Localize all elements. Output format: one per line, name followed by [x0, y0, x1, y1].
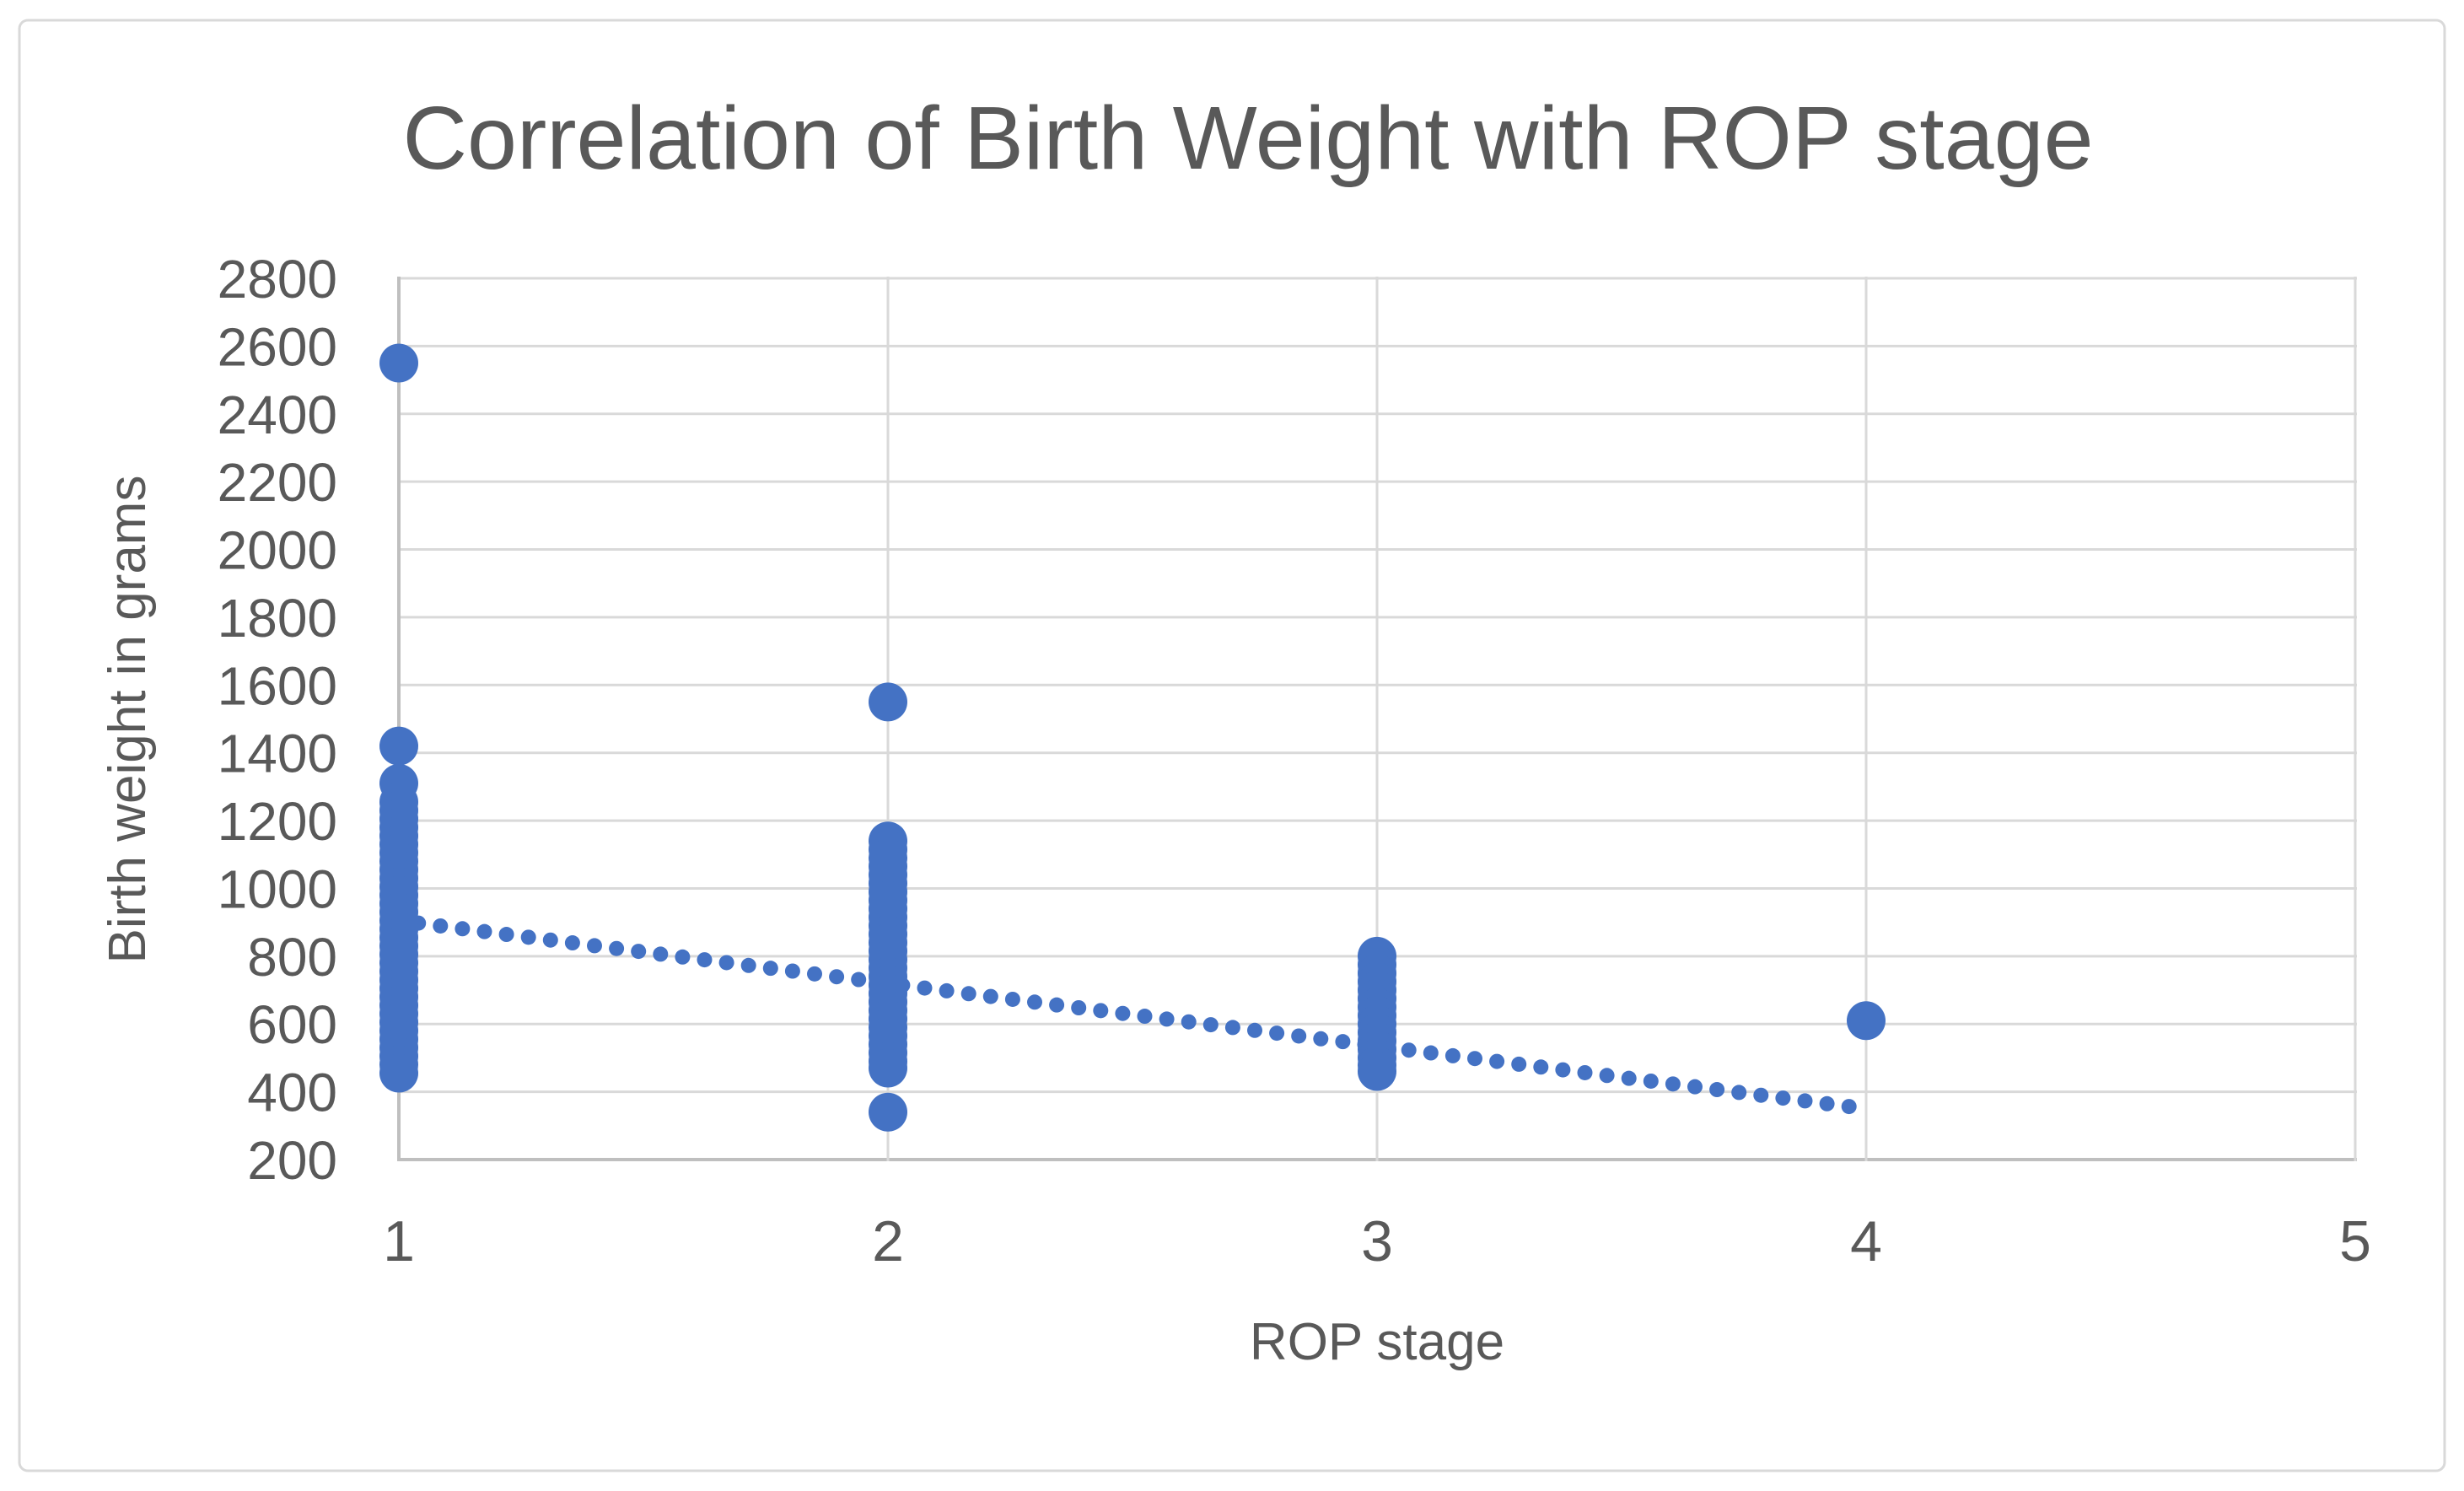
trendline-dot [1313, 1031, 1329, 1047]
trendline-dot [807, 966, 822, 982]
trendline-dot [1181, 1014, 1197, 1030]
y-tick-label: 1800 [218, 588, 337, 649]
trendline-dot [1709, 1082, 1725, 1098]
trendline-dot [1137, 1009, 1153, 1025]
trendline-dot [1731, 1085, 1747, 1101]
y-tick-label: 1200 [218, 791, 337, 852]
trendline-dot [564, 935, 580, 951]
trendline-dot [1335, 1034, 1351, 1050]
trendline-dot [1775, 1090, 1791, 1106]
trendline-dot [1027, 994, 1042, 1010]
y-tick-label: 400 [247, 1063, 337, 1123]
scatter-point [379, 1053, 418, 1093]
trendline-dot [433, 918, 449, 934]
trendline-dot [1797, 1093, 1813, 1109]
chart-title: Correlation of Birth Weight with ROP sta… [402, 89, 2093, 188]
y-tick-label: 2800 [218, 249, 337, 310]
trendline-dot [1269, 1025, 1285, 1042]
x-tick-label: 1 [383, 1209, 415, 1273]
trendline-dot [653, 946, 669, 962]
trendline-dot [1533, 1059, 1549, 1075]
trendline-dot [1159, 1011, 1175, 1027]
y-tick-label: 2200 [218, 452, 337, 513]
trendline-dot [1004, 991, 1020, 1007]
trendline-dot [762, 961, 778, 977]
trendline-dot [1621, 1070, 1637, 1086]
trendline-dot [1093, 1003, 1109, 1019]
trendline-dot [1819, 1095, 1835, 1112]
trendline-dot [1049, 997, 1065, 1013]
trendline-dot [455, 921, 471, 937]
trendline-dot [1841, 1099, 1857, 1115]
trendline-dot [1071, 999, 1087, 1015]
trendline-dot [982, 988, 998, 1004]
scatter-points [379, 343, 1886, 1132]
trendline-dot [675, 949, 691, 965]
trendline-dot [476, 923, 492, 939]
trendline-dot [784, 963, 800, 979]
scatter-point [1847, 1001, 1886, 1041]
trendline-dot [851, 972, 867, 988]
trendline-dot [1599, 1068, 1615, 1084]
trendline-dot [1202, 1017, 1219, 1033]
scatter-point [869, 682, 907, 722]
y-tick-label: 800 [247, 927, 337, 988]
scatter-point [869, 1092, 907, 1132]
trendline-dot [1224, 1020, 1240, 1036]
trendline-dot [1115, 1005, 1131, 1021]
trendline-dot [1489, 1053, 1505, 1069]
trendline-dot [718, 955, 734, 971]
trendline-dot [697, 952, 713, 968]
y-tick-label: 2000 [218, 520, 337, 581]
y-tick-label: 1000 [218, 859, 337, 919]
trendline-dot [498, 927, 514, 943]
trendline-dot [1445, 1047, 1461, 1063]
trendline-dot [1511, 1056, 1527, 1072]
gridlines [397, 277, 2357, 1161]
trendline-dot [1577, 1064, 1593, 1080]
trendline-dot [1247, 1022, 1262, 1038]
y-tick-label: 1600 [218, 655, 337, 716]
x-tick-label: 4 [1850, 1209, 1882, 1273]
y-tick-label: 2400 [218, 385, 337, 445]
chart-border [18, 19, 2446, 1472]
trendline-dot [939, 982, 955, 998]
y-tick-label: 2600 [218, 316, 337, 377]
scatter-point [869, 1048, 907, 1088]
trendline-dot [960, 986, 976, 1002]
x-tick-label: 2 [872, 1209, 904, 1273]
scatter-point [1358, 1052, 1396, 1091]
trendline-dot [542, 932, 558, 948]
scatter-point [379, 343, 418, 383]
trendline-dot [829, 969, 845, 985]
trendline-dot [1665, 1076, 1681, 1092]
trendline-dot [1401, 1042, 1417, 1058]
scatter-point [379, 726, 418, 766]
x-tick-label: 5 [2339, 1209, 2371, 1273]
y-axis-title: Birth weight in grams [99, 476, 157, 964]
trendline-dot [1687, 1079, 1703, 1095]
trendline-dot [1291, 1028, 1307, 1044]
trendline-dot [631, 944, 647, 960]
x-axis-title: ROP stage [1250, 1313, 1504, 1371]
x-tick-label: 3 [1361, 1209, 1393, 1273]
trendline-dot [1467, 1051, 1482, 1067]
trendline-dot [917, 980, 933, 996]
y-tick-label: 600 [247, 994, 337, 1055]
trendline-dot [1423, 1045, 1439, 1061]
trendline-dot [740, 957, 756, 973]
y-tick-label: 200 [247, 1130, 337, 1191]
trendline-dot [520, 929, 536, 945]
y-tick-label: 1400 [218, 724, 337, 784]
trendline-dot [609, 940, 625, 956]
trendline-dot [1753, 1087, 1769, 1103]
trendline-dot [1555, 1062, 1571, 1078]
trendline-dot [587, 938, 602, 954]
trendline-dot [1643, 1073, 1659, 1089]
